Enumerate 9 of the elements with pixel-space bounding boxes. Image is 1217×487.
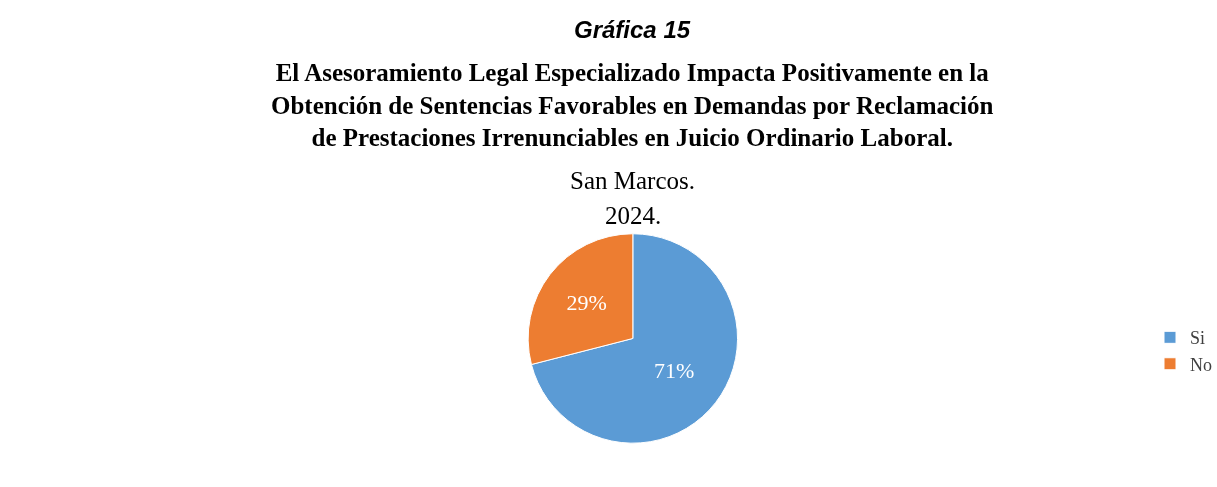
pie-slice — [530, 233, 738, 444]
text: 2024. — [605, 202, 662, 229]
chart-subtitle: El Asesoramiento Legal Especializado Impacta Positivamente en la Obtención de Sentencias Favorables en Demandas por Reclamación de Prestaciones Irrenunciables en Juicio Ordinario Laboral. — [271, 59, 994, 151]
chart-title: Gráfica 15 — [574, 16, 691, 43]
text: San Marcos. — [570, 167, 695, 194]
legend-label: No — [1190, 354, 1212, 375]
legend-label: Si — [1190, 328, 1206, 349]
data-label: 71% — [654, 358, 695, 384]
data-label: 29% — [566, 290, 607, 316]
